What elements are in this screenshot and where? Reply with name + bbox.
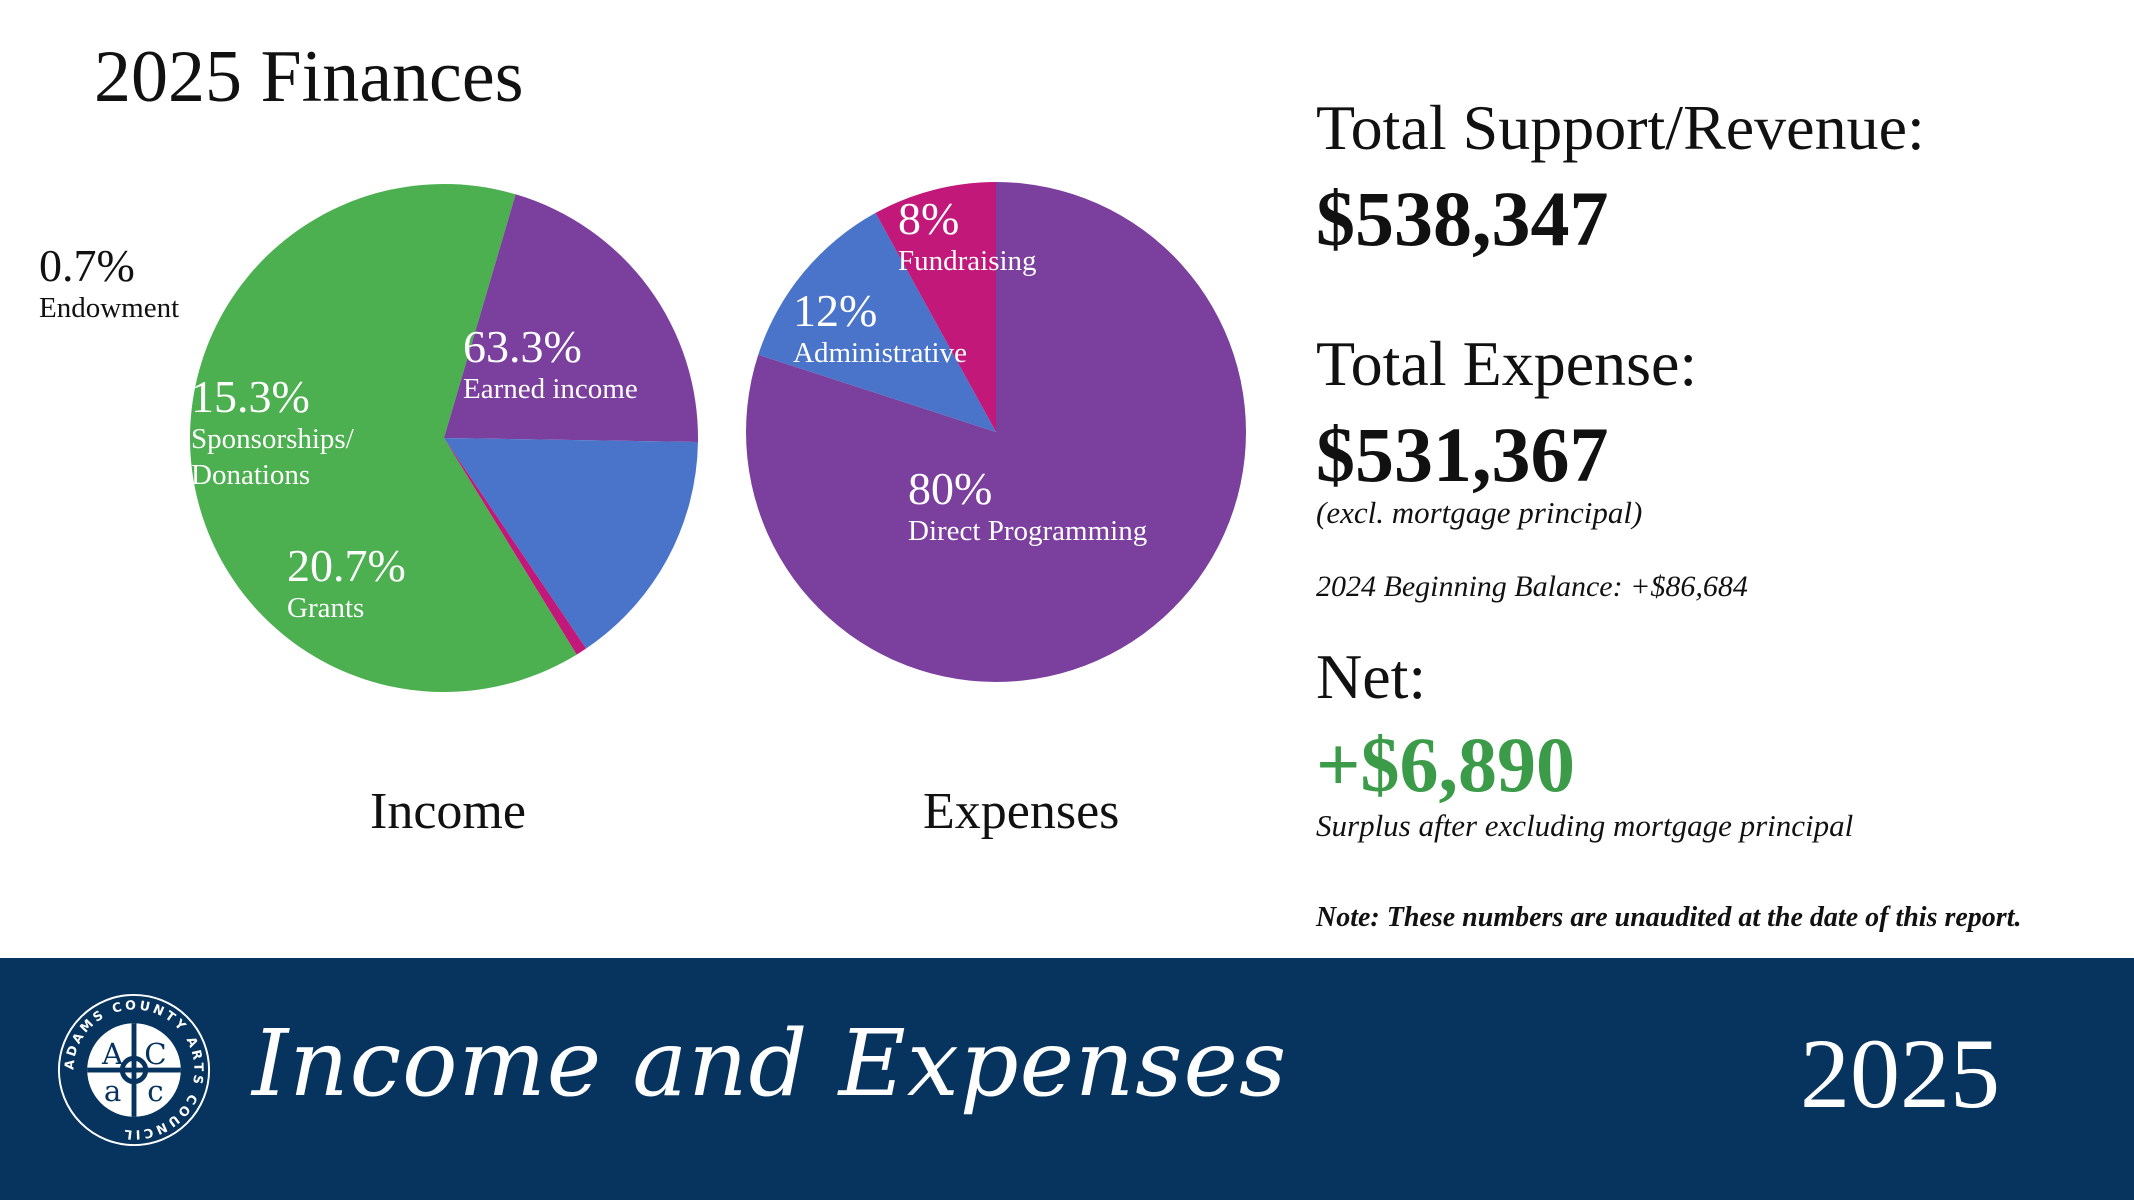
income-chart-title: Income bbox=[370, 783, 526, 840]
expense-pie-chart bbox=[746, 182, 1247, 682]
revenue-label: Total Support/Revenue: bbox=[1316, 92, 1925, 163]
income-pct-label-grants: 20.7% bbox=[287, 540, 406, 591]
svg-text:a: a bbox=[104, 1074, 121, 1108]
svg-text:c: c bbox=[147, 1074, 163, 1108]
expense-slice-fundraising bbox=[875, 182, 996, 432]
footer-banner: A C a c ADAMS COUNTY ARTS COUNCIL Income… bbox=[0, 958, 2134, 1200]
income-name-label-sponsorships-donations: Donations bbox=[191, 459, 310, 491]
expense-name-label-administrative: Administrative bbox=[793, 337, 967, 369]
page-title: 2025 Finances bbox=[94, 36, 524, 118]
net-label: Net: bbox=[1316, 641, 1427, 712]
expense-label: Total Expense: bbox=[1316, 328, 1698, 399]
net-value: +$6,890 bbox=[1316, 721, 1575, 808]
expense-name-label-fundraising: Fundraising bbox=[898, 245, 1037, 277]
income-name-label-grants: Grants bbox=[287, 592, 364, 624]
expense-note: (excl. mortgage principal) bbox=[1316, 495, 1643, 530]
expense-slice-direct-programming bbox=[746, 182, 1247, 682]
income-slice-sponsorships-donations bbox=[444, 438, 698, 649]
expenses-chart-title: Expenses bbox=[923, 783, 1120, 840]
net-note: Surplus after excluding mortgage princip… bbox=[1316, 808, 1854, 843]
pie-charts: 63.3%Earned income 20.7%Grants 15.3%Sponso… bbox=[39, 182, 1247, 692]
revenue-value: $538,347 bbox=[1316, 175, 1609, 262]
income-pct-label-earned-income: 63.3% bbox=[463, 321, 582, 372]
income-slice-earned-income bbox=[189, 183, 577, 692]
income-name-label-earned-income: Earned income bbox=[463, 373, 638, 405]
disclaimer: Note: These numbers are unaudited at the… bbox=[1316, 902, 2022, 933]
expense-pct-label-administrative: 12% bbox=[793, 285, 877, 336]
pie-labels: 63.3%Earned income 20.7%Grants 15.3%Sponso… bbox=[39, 193, 1147, 624]
expense-pct-label-direct-programming: 80% bbox=[908, 463, 992, 514]
arts-council-logo: A C a c ADAMS COUNTY ARTS COUNCIL bbox=[57, 993, 211, 1147]
banner-year: 2025 bbox=[1800, 1018, 2000, 1129]
expense-pct-label-fundraising: 8% bbox=[898, 193, 959, 244]
income-pie-chart bbox=[189, 183, 699, 692]
income-name-label-endowment: Endowment bbox=[39, 292, 179, 324]
beginning-balance: 2024 Beginning Balance: +$86,684 bbox=[1316, 570, 1748, 603]
expense-name-label-direct-programming: Direct Programming bbox=[908, 515, 1147, 547]
income-pct-label-sponsorships-donations: 15.3% bbox=[191, 371, 310, 422]
svg-text:C: C bbox=[144, 1037, 166, 1071]
income-slice-grants bbox=[444, 194, 699, 442]
expense-slice-administrative bbox=[758, 212, 996, 432]
income-pct-label-endowment: 0.7% bbox=[39, 240, 135, 291]
svg-text:A: A bbox=[101, 1037, 124, 1071]
income-name-label-sponsorships-donations: Sponsorships/ bbox=[191, 423, 355, 455]
banner-title: Income and Expenses bbox=[252, 1010, 1288, 1117]
expense-value: $531,367 bbox=[1316, 411, 1609, 498]
income-slice-endowment bbox=[444, 438, 587, 655]
